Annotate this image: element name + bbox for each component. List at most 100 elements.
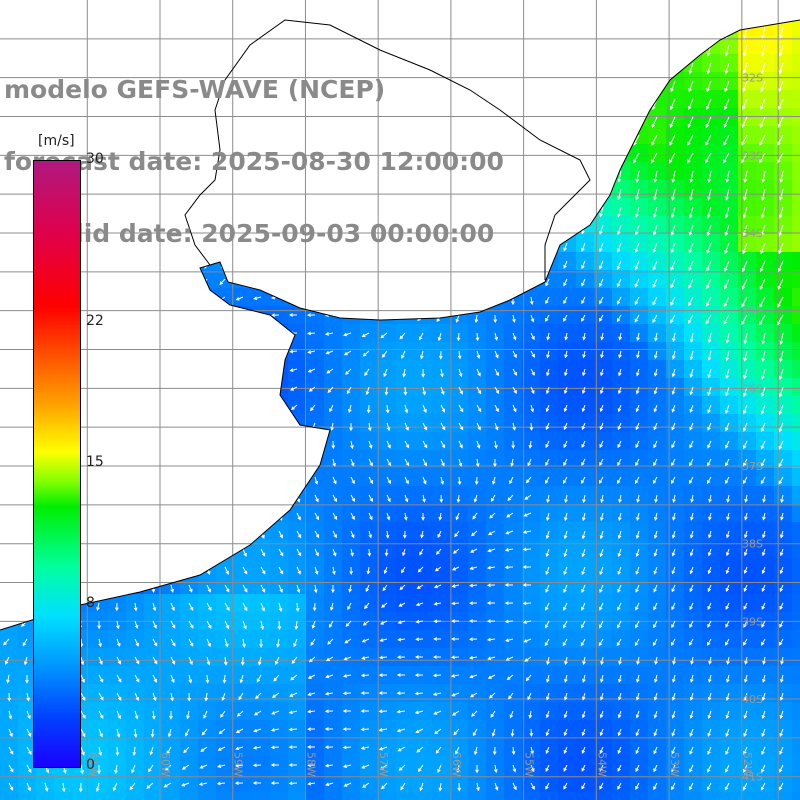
wind-cell	[342, 666, 361, 685]
wind-cell	[576, 216, 595, 235]
wind-arrow	[705, 296, 712, 307]
wind-arrow	[8, 278, 13, 287]
wind-cell	[576, 198, 595, 217]
wind-cell	[162, 342, 181, 361]
wind-arrow	[741, 260, 748, 273]
wind-cell	[378, 0, 397, 19]
wind-arrow	[616, 296, 622, 305]
wind-arrow	[725, 620, 730, 628]
wind-arrow	[616, 44, 622, 57]
wind-arrow	[134, 710, 139, 720]
latitude-label: 32S	[742, 72, 763, 85]
wind-arrow	[314, 548, 319, 557]
wind-arrow	[743, 692, 748, 702]
wind-arrow	[671, 20, 676, 21]
wind-cell	[378, 666, 397, 685]
wind-arrow	[222, 512, 227, 522]
wind-arrow	[562, 80, 568, 93]
wind-arrow	[242, 620, 247, 630]
wind-arrow	[778, 458, 784, 468]
wind-cell	[360, 324, 379, 343]
wind-cell	[504, 0, 523, 19]
wind-arrow	[723, 296, 730, 308]
wind-cell	[180, 414, 199, 433]
wind-arrow	[4, 656, 10, 665]
wind-arrow	[761, 188, 766, 201]
wind-cell	[630, 20, 649, 37]
wind-arrow	[206, 602, 212, 611]
wind-arrow	[725, 728, 730, 738]
wind-arrow	[235, 403, 244, 408]
wind-arrow	[324, 277, 334, 281]
wind-arrow	[617, 566, 622, 576]
wind-cell	[126, 540, 145, 559]
wind-arrow	[687, 152, 694, 164]
longitude-label: 54W	[595, 752, 608, 777]
wind-arrow	[184, 512, 190, 521]
wind-arrow	[147, 332, 154, 340]
wind-arrow	[744, 674, 748, 683]
wind-arrow	[170, 638, 176, 647]
wind-arrow	[580, 44, 586, 57]
wind-cell	[270, 378, 289, 397]
wind-cell	[288, 666, 307, 685]
wind-arrow	[289, 313, 298, 317]
wind-arrow	[545, 422, 550, 431]
wind-arrow	[600, 368, 604, 377]
wind-arrow	[97, 764, 101, 775]
wind-cell	[792, 630, 800, 649]
wind-cell	[738, 0, 757, 19]
wind-arrow	[367, 548, 372, 557]
wind-arrow	[561, 134, 568, 145]
wind-arrow	[505, 224, 514, 230]
wind-cell	[414, 792, 433, 800]
wind-arrow	[545, 242, 550, 252]
wind-arrow	[418, 332, 424, 341]
wind-cell	[270, 738, 289, 757]
wind-cell	[234, 504, 253, 523]
wind-arrow	[599, 278, 604, 287]
wind-arrow	[404, 458, 410, 467]
wind-cell	[324, 738, 343, 757]
wind-arrow	[671, 584, 676, 593]
wind-arrow	[185, 278, 190, 287]
wind-arrow	[439, 494, 444, 503]
wind-arrow	[127, 512, 136, 517]
wind-arrow	[670, 44, 676, 57]
wind-cell	[0, 558, 19, 577]
wind-arrow	[8, 314, 14, 323]
wind-cell	[378, 792, 397, 800]
wind-arrow	[217, 403, 226, 408]
wind-arrow	[743, 764, 748, 773]
wind-arrow	[581, 440, 586, 449]
wind-arrow	[343, 656, 352, 661]
wind-arrow	[617, 188, 622, 201]
wind-arrow	[724, 260, 730, 272]
wind-arrow	[218, 728, 226, 735]
wind-cell	[180, 756, 199, 775]
wind-arrow	[201, 9, 207, 12]
wind-arrow	[224, 620, 230, 630]
wind-arrow	[342, 313, 352, 318]
wind-arrow	[458, 386, 463, 395]
wind-arrow	[312, 440, 317, 449]
wind-cell	[504, 594, 523, 613]
wind-arrow	[689, 422, 694, 431]
wind-arrow	[218, 458, 226, 464]
wind-arrow	[494, 422, 499, 431]
wind-arrow	[707, 404, 712, 414]
wind-arrow	[20, 440, 28, 447]
wind-arrow	[761, 530, 766, 539]
wind-arrow	[760, 476, 766, 485]
wind-cell	[162, 0, 181, 19]
wind-cell	[468, 666, 487, 685]
wind-arrow	[98, 638, 102, 648]
wind-arrow	[743, 332, 748, 345]
wind-cell	[306, 0, 325, 19]
wind-arrow	[451, 584, 460, 588]
wind-arrow	[150, 296, 155, 306]
wind-cell	[468, 270, 487, 289]
wind-arrow	[206, 584, 211, 593]
wind-arrow	[217, 349, 226, 354]
wind-arrow	[509, 710, 514, 719]
